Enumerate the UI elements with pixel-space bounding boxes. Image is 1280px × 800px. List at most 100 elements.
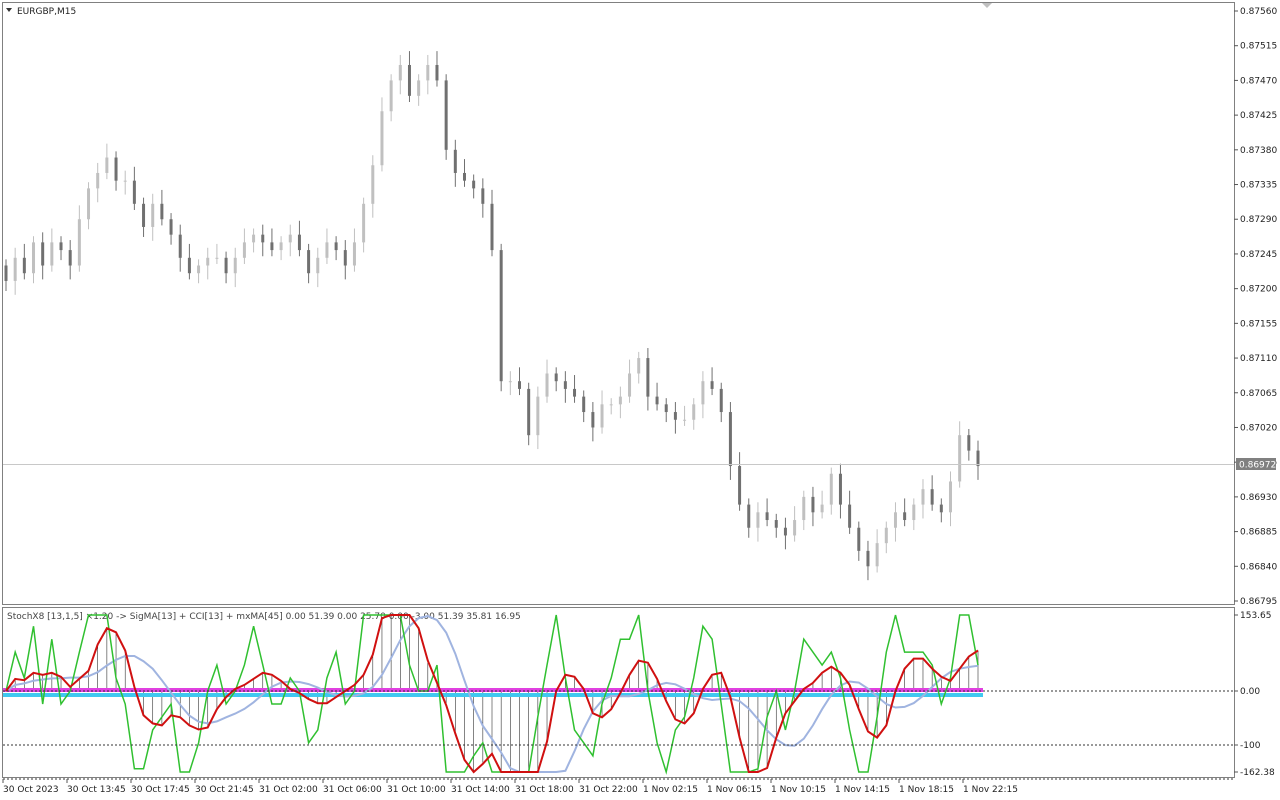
candle-body — [591, 412, 595, 428]
cci-line — [5, 614, 979, 775]
time-tick-label: 1 Nov 14:15 — [835, 785, 890, 795]
time-tick-label: 30 Oct 2023 — [3, 785, 59, 795]
candle-body — [618, 396, 622, 405]
candle-body — [563, 381, 567, 389]
candle-body — [875, 543, 879, 567]
price-tick-label: 0.87425 — [1240, 111, 1277, 121]
candle-body — [68, 250, 72, 266]
candle-body — [600, 404, 604, 428]
candle-body — [178, 234, 182, 258]
candle-body — [637, 358, 641, 374]
candle-body — [224, 257, 228, 274]
candle-body — [50, 242, 54, 266]
candle-body — [206, 257, 210, 266]
candle-body — [683, 419, 687, 421]
candle-body — [197, 265, 201, 274]
signal-band-magenta — [3, 688, 983, 692]
symbol-title: EURGBP,M15 — [17, 7, 76, 17]
time-tick-label: 1 Nov 22:15 — [963, 785, 1018, 795]
price-tick-label: 0.87245 — [1240, 250, 1277, 260]
candle-body — [389, 80, 393, 112]
price-tick-label: 0.86930 — [1240, 493, 1277, 503]
candle-body — [398, 64, 402, 81]
price-axis[interactable]: 0.87560 0.87515 0.87470 0.87425 0.87380 0.873… — [1234, 7, 1277, 607]
time-tick-label: 1 Nov 10:15 — [771, 785, 826, 795]
candle-body — [609, 404, 613, 406]
candle-body — [490, 203, 494, 251]
candle-body — [802, 496, 806, 521]
candle-body — [362, 203, 366, 243]
candle-body — [655, 396, 659, 405]
indicator-tick-label: -162.38 — [1240, 768, 1275, 778]
candle-body — [518, 381, 522, 389]
candle-body — [499, 250, 503, 382]
time-axis[interactable]: 30 Oct 2023 30 Oct 13:45 30 Oct 17:45 30 Oc… — [2, 779, 1018, 795]
mxma-line — [5, 615, 979, 773]
indicator-tick-label: 153.65 — [1240, 611, 1272, 621]
candle-body — [545, 373, 549, 397]
candle-body — [77, 219, 81, 266]
candle-body — [132, 180, 136, 204]
candle-body — [866, 550, 870, 567]
candle-body — [536, 396, 540, 436]
price-tick-label: 0.87155 — [1240, 319, 1277, 329]
price-tick-label: 0.87560 — [1240, 7, 1277, 17]
candle-body — [417, 80, 421, 96]
candle-body — [316, 257, 320, 274]
price-tick-label: 0.87380 — [1240, 146, 1277, 156]
candle-body — [325, 242, 329, 258]
candle-body — [261, 234, 265, 243]
time-tick-label: 1 Nov 06:15 — [707, 785, 762, 795]
price-tick-label: 0.87110 — [1240, 354, 1277, 364]
candle-body — [939, 504, 943, 513]
candle-body — [903, 512, 907, 521]
candle-body — [673, 412, 677, 420]
price-tick-label: 0.86885 — [1240, 528, 1277, 538]
price-tick-label: 0.87200 — [1240, 285, 1277, 295]
candle-body — [270, 242, 274, 251]
candle-body — [426, 64, 430, 81]
candle-body — [554, 373, 558, 382]
candle-body — [41, 242, 45, 266]
indicator-panel-frame — [2, 607, 1235, 778]
time-tick-label: 30 Oct 17:45 — [131, 785, 190, 795]
candle-body — [884, 527, 888, 544]
candle-body — [444, 80, 448, 150]
candle-body — [105, 157, 109, 173]
time-tick-label: 31 Oct 22:00 — [579, 785, 638, 795]
price-tick-label: 0.87335 — [1240, 181, 1277, 191]
price-panel-frame — [2, 2, 1235, 605]
candle-body — [738, 466, 742, 505]
candle-body — [252, 234, 256, 243]
chart-shift-marker-icon[interactable] — [982, 3, 992, 8]
candle-body — [13, 257, 17, 281]
indicator-label: StochX8 [13,1,5] ×1.20 -> SigMA[13] + CC… — [7, 612, 521, 622]
candle-body — [719, 388, 723, 413]
candle-body — [948, 481, 952, 513]
candle-body — [435, 64, 439, 81]
candle-body — [747, 504, 751, 528]
candle-body — [215, 257, 219, 259]
candle-body — [4, 265, 8, 281]
candle-body — [407, 64, 411, 96]
candle-body — [646, 358, 650, 397]
time-tick-label: 1 Nov 02:15 — [643, 785, 698, 795]
candle-body — [912, 504, 916, 521]
candle-body — [87, 188, 91, 220]
candle-body — [59, 242, 63, 251]
collapse-triangle-icon[interactable] — [6, 8, 12, 12]
candle-body — [114, 157, 118, 181]
candle-body — [233, 257, 237, 274]
time-tick-label: 31 Oct 14:00 — [451, 785, 510, 795]
candle-body — [829, 473, 833, 505]
candle-body — [22, 257, 26, 274]
candle-body — [96, 172, 100, 189]
candle-body — [462, 172, 466, 181]
indicator-axis[interactable]: 153.65 0.00 -100 -162.38 — [1234, 611, 1275, 778]
candle-body — [628, 373, 632, 397]
candle-body — [380, 111, 384, 166]
candle-body — [527, 388, 531, 436]
candle-body — [774, 520, 778, 528]
candle-body — [756, 512, 760, 528]
